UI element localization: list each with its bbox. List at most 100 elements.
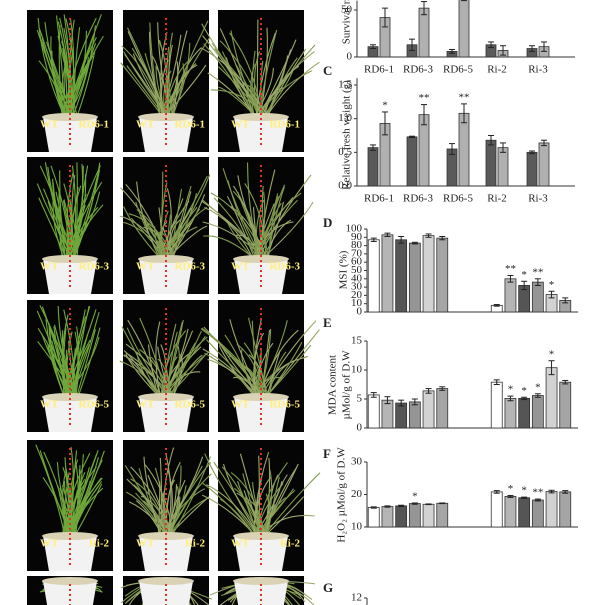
leaf <box>143 221 167 260</box>
leaf <box>266 349 281 398</box>
leaf <box>159 210 169 260</box>
error-bar <box>398 235 405 244</box>
leaf <box>157 358 172 398</box>
bar <box>436 502 449 528</box>
bar <box>436 237 449 313</box>
leaf <box>226 195 256 260</box>
leaf <box>165 188 172 260</box>
leaf <box>69 333 89 398</box>
bar <box>367 507 380 528</box>
leaf <box>229 319 262 398</box>
photo: WT RD6-3 <box>27 157 113 294</box>
photo-label: WT <box>40 119 59 131</box>
leaf <box>126 327 169 398</box>
photo-label: RD6-5 <box>174 399 205 411</box>
x-tick-label: RD6-3 <box>403 193 433 205</box>
error-bar <box>507 494 514 498</box>
leaf <box>123 350 161 398</box>
bar <box>458 0 470 58</box>
bar <box>406 136 418 187</box>
y-tick-label: 80 <box>351 239 363 251</box>
x-tick-label: Ri-3 <box>528 193 548 205</box>
y-axis-label: MSI (%) <box>338 250 350 289</box>
bar <box>408 242 421 313</box>
y-tick-label: 50 <box>341 4 353 16</box>
y-tick-label: 30 <box>351 281 363 293</box>
leaf <box>47 344 66 398</box>
panel-letter: D <box>323 215 332 230</box>
photo-label: RD6-1 <box>174 119 205 131</box>
y-tick-label: 30 <box>351 456 363 468</box>
leaf <box>48 323 69 398</box>
leaf <box>51 50 67 118</box>
error-bar <box>421 1 427 16</box>
leaf <box>258 191 266 260</box>
leaf <box>213 197 258 260</box>
error-bar <box>493 490 500 494</box>
bar <box>538 142 550 187</box>
leaf <box>253 332 265 398</box>
leaf <box>136 209 168 260</box>
y-tick-label: 60 <box>351 256 363 268</box>
leaf <box>64 457 75 537</box>
photo-label: RD6-1 <box>269 119 300 131</box>
significance: * <box>382 99 388 111</box>
leaf <box>63 457 100 537</box>
leaf <box>172 353 183 398</box>
pot-rim <box>42 113 98 121</box>
pot <box>43 581 97 605</box>
error-bar <box>449 48 455 54</box>
photo <box>120 576 212 605</box>
error-bar <box>529 150 535 155</box>
error-bar <box>439 386 446 391</box>
leaf <box>143 456 162 537</box>
photo-label: RD6-5 <box>78 399 109 411</box>
bar <box>422 235 435 313</box>
leaf <box>76 329 96 398</box>
leaf <box>75 454 84 537</box>
error-bar <box>548 489 555 494</box>
leaf <box>230 30 260 118</box>
x-tick-label: RD6-1 <box>364 64 394 76</box>
bar <box>367 147 379 187</box>
leaf <box>58 25 64 118</box>
error-bar <box>548 290 555 299</box>
bar <box>504 496 517 528</box>
significance: ** <box>532 487 543 499</box>
y-tick-label: 20 <box>351 289 363 301</box>
error-bar <box>541 41 547 52</box>
photo: WT RD6-1 <box>201 10 320 152</box>
error-bar <box>500 45 506 56</box>
leaf <box>40 33 73 118</box>
leaf <box>135 500 164 537</box>
error-bar <box>425 388 432 394</box>
bar <box>395 402 408 429</box>
bar <box>381 399 394 429</box>
leaf <box>59 487 67 537</box>
bar <box>531 281 544 313</box>
y-tick-label: 0 <box>347 51 353 63</box>
bar <box>485 139 497 187</box>
leaf <box>160 330 187 398</box>
leaf <box>168 496 210 537</box>
bar <box>531 499 544 528</box>
leaf <box>157 346 171 398</box>
pot-rim <box>233 393 289 401</box>
photo-label: RD6-3 <box>78 261 109 273</box>
leaf <box>166 37 211 118</box>
leaf <box>158 171 164 260</box>
photo: WT RD6-3 <box>119 157 211 294</box>
photo <box>27 576 113 605</box>
leaf <box>255 32 276 118</box>
leaf <box>162 227 175 260</box>
leaf <box>126 491 164 537</box>
photo-label: RD6-3 <box>174 261 205 273</box>
x-tick-label: Ri-2 <box>487 193 507 205</box>
photo <box>209 576 315 605</box>
y-axis-label: µMol/g of D.W <box>341 350 353 420</box>
pot-rim <box>42 532 98 540</box>
pot-rim <box>42 255 98 263</box>
leaf <box>74 162 78 260</box>
pot-rim <box>138 532 194 540</box>
